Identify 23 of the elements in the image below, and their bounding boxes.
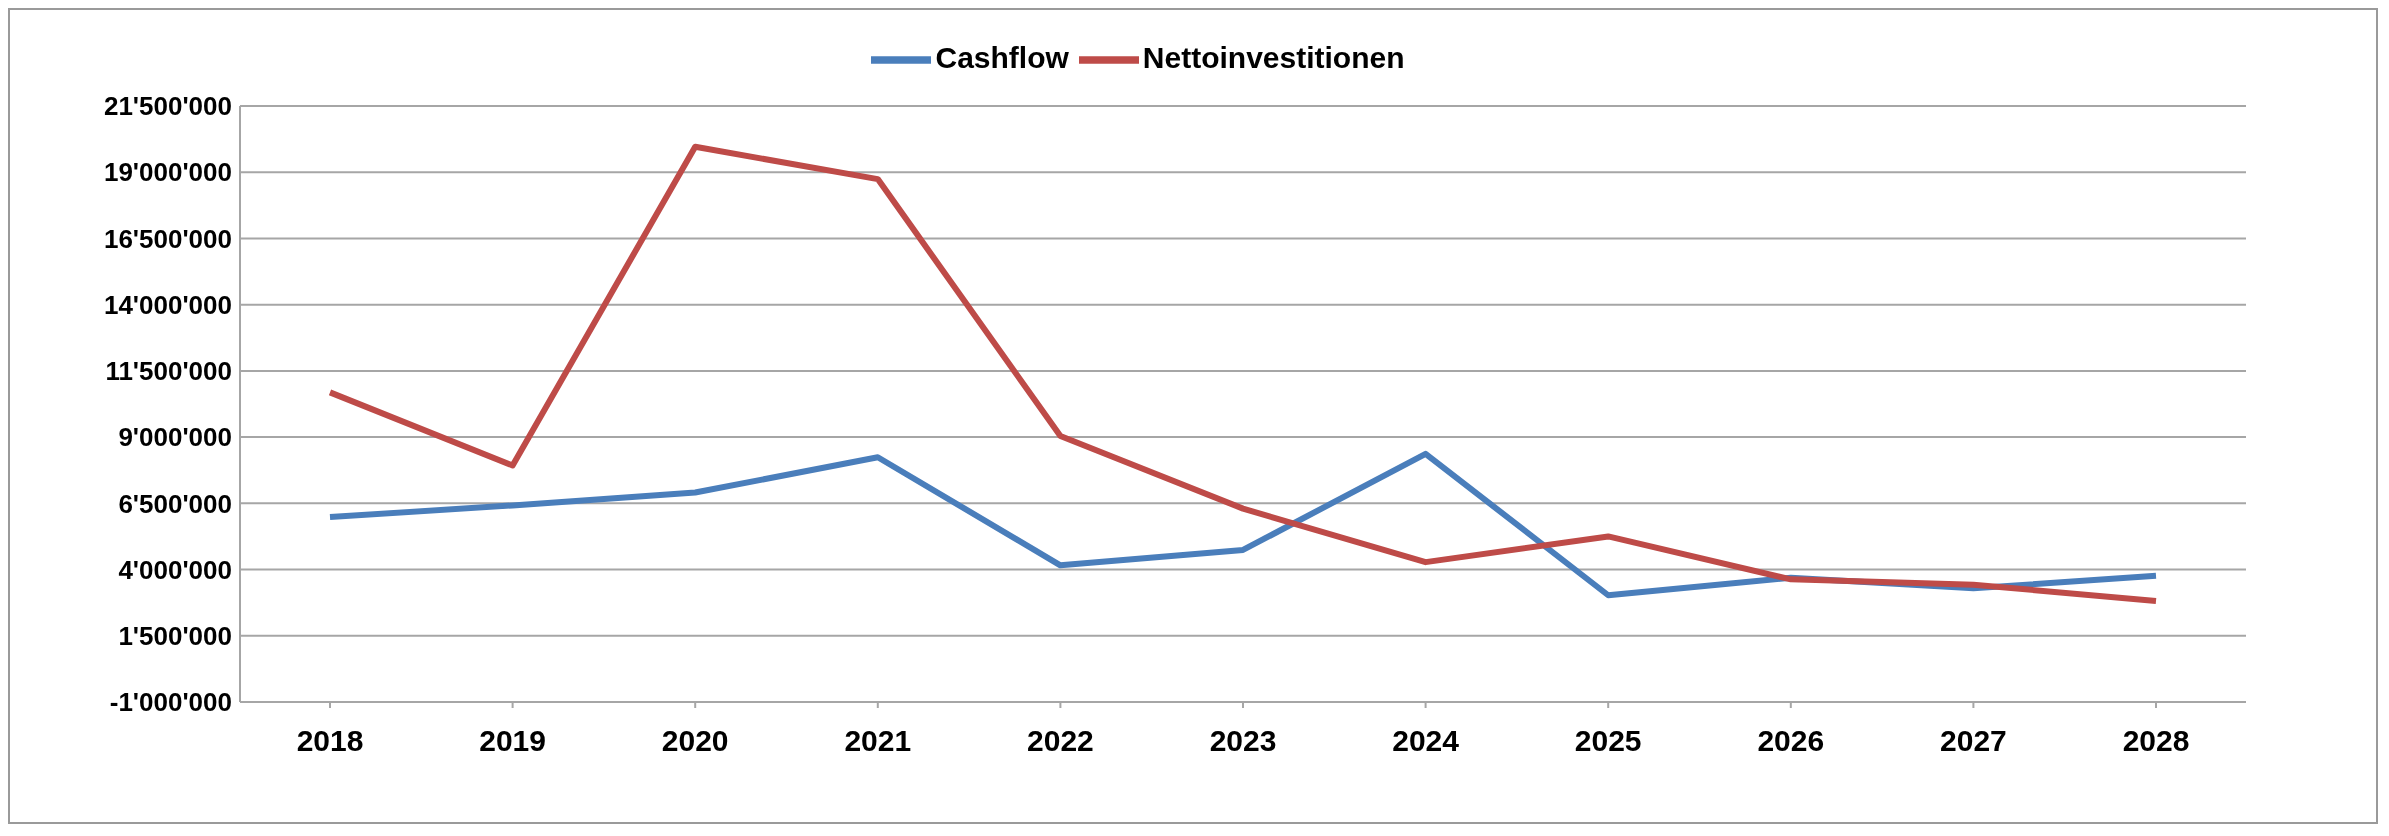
x-tick-label: 2027 (1940, 724, 2007, 758)
x-tick-label: 2024 (1392, 724, 1460, 758)
y-tick-label: 16'500'000 (103, 223, 232, 254)
x-tick-label: 2026 (1757, 724, 1825, 758)
x-tick-label: 2019 (479, 724, 546, 758)
y-tick-label: 11'500'000 (105, 356, 232, 387)
x-tick-label: 2021 (844, 724, 912, 758)
y-tick-label: 21'500'000 (103, 91, 232, 122)
x-tick-label: 2023 (1209, 724, 1277, 758)
y-tick-label: 6'500'000 (118, 488, 232, 519)
y-tick-label: 14'000'000 (103, 289, 232, 320)
y-tick-label: -1'000'000 (109, 687, 232, 718)
legend-label: Nettoinvestitionen (1142, 40, 1405, 74)
y-tick-label: 4'000'000 (118, 554, 232, 585)
y-tick-label: 19'000'000 (103, 157, 232, 188)
x-tick-label: 2022 (1027, 724, 1094, 758)
legend-label: Cashflow (935, 40, 1069, 74)
x-tick-label: 2028 (2122, 724, 2190, 758)
y-tick-label: 1'500'000 (118, 621, 232, 652)
x-tick-label: 2018 (296, 724, 364, 758)
x-tick-label: 2025 (1574, 724, 1642, 758)
y-tick-label: 9'000'000 (118, 422, 232, 453)
x-tick-label: 2020 (661, 724, 729, 758)
